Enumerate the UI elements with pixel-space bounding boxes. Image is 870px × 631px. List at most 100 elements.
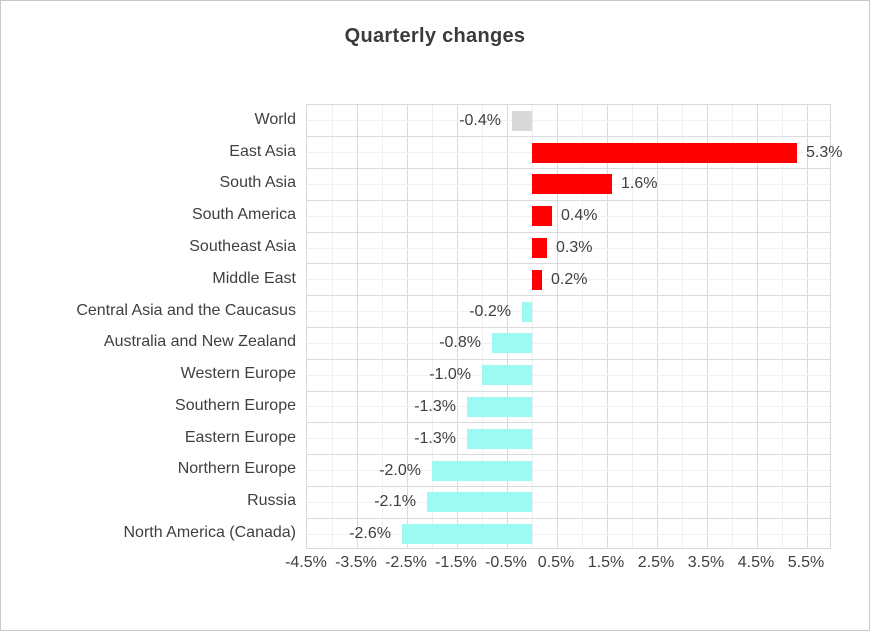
- gridline-horizontal-minor: [307, 279, 830, 281]
- x-tick-label: 3.5%: [687, 554, 725, 571]
- gridline-vertical-minor: [381, 105, 383, 548]
- x-axis: -4.5% -3.5% -2.5% -1.5% -0.5% 0.5% 1.5% 2.5% 3.5…: [1, 554, 869, 578]
- category-label: Central Asia and the Caucasus: [76, 301, 296, 319]
- gridline-vertical-major: [606, 105, 608, 548]
- value-label: -1.3%: [414, 429, 456, 447]
- category-label: South Asia: [219, 174, 297, 192]
- value-label: 0.4%: [561, 207, 598, 225]
- category-label: Middle East: [212, 269, 296, 287]
- x-tick-label: -2.5%: [385, 554, 427, 571]
- x-tick-label: 0.5%: [537, 554, 575, 571]
- gridline-horizontal-minor: [307, 342, 830, 344]
- gridline-vertical-major: [706, 105, 708, 548]
- value-label: -0.2%: [469, 302, 511, 320]
- gridline-horizontal-major: [307, 485, 830, 487]
- gridline-vertical-major: [456, 105, 458, 548]
- bar-middle-east: [532, 269, 542, 290]
- gridline-horizontal-minor: [307, 533, 830, 535]
- x-tick-label: 4.5%: [737, 554, 775, 571]
- gridline-horizontal-minor: [307, 406, 830, 408]
- bar-australia-and-new-zealand: [492, 333, 532, 354]
- gridline-horizontal-major: [307, 199, 830, 201]
- category-label: Russia: [247, 492, 296, 510]
- gridline-horizontal-major: [307, 390, 830, 392]
- gridline-horizontal-major: [307, 295, 830, 297]
- bar-western-europe: [482, 365, 532, 386]
- category-label: Western Europe: [180, 365, 296, 383]
- category-label: Eastern Europe: [184, 428, 296, 446]
- gridline-vertical-minor: [731, 105, 733, 548]
- gridline-vertical-minor: [431, 105, 433, 548]
- gridline-horizontal-major: [307, 136, 830, 138]
- gridline-vertical-major: [556, 105, 558, 548]
- gridline-horizontal-minor: [307, 470, 830, 472]
- gridline-vertical-major: [806, 105, 808, 548]
- bar-northern-europe: [432, 460, 532, 481]
- value-label: 0.2%: [551, 270, 588, 288]
- x-tick-label: -0.5%: [485, 554, 527, 571]
- gridline-horizontal-minor: [307, 438, 830, 440]
- bar-world: [512, 110, 532, 131]
- x-tick-label: 2.5%: [637, 554, 675, 571]
- category-label: World: [254, 110, 297, 128]
- value-label: 0.3%: [556, 239, 593, 257]
- category-label: East Asia: [229, 142, 296, 160]
- category-label: Northern Europe: [177, 460, 296, 478]
- category-label: South America: [191, 206, 296, 224]
- value-label: -1.3%: [414, 397, 456, 415]
- bar-eastern-europe: [467, 428, 532, 449]
- category-label: Southeast Asia: [189, 238, 296, 256]
- bar-south-america: [532, 206, 552, 227]
- bar-southeast-asia: [532, 238, 547, 259]
- category-label: North America (Canada): [123, 524, 296, 542]
- bar-south-asia: [532, 174, 612, 195]
- gridline-horizontal-major: [307, 231, 830, 233]
- value-label: -0.8%: [439, 334, 481, 352]
- category-label: Southern Europe: [175, 396, 296, 414]
- x-tick-label: 1.5%: [587, 554, 625, 571]
- bar-east-asia: [532, 142, 797, 163]
- gridline-vertical-minor: [781, 105, 783, 548]
- value-label: -2.6%: [349, 525, 391, 543]
- gridline-vertical-major: [656, 105, 658, 548]
- gridline-vertical-major: [356, 105, 358, 548]
- gridline-horizontal-major: [307, 454, 830, 456]
- value-label: 5.3%: [806, 143, 843, 161]
- category-label: Australia and New Zealand: [103, 333, 296, 351]
- bar-russia: [427, 492, 532, 513]
- gridline-horizontal-major: [307, 263, 830, 265]
- value-label: -2.1%: [374, 493, 416, 511]
- plot-area: -0.4% 5.3% 1.6% 0.4% 0.3% 0.2% -0.2% -0.8% -1.0%…: [306, 104, 842, 549]
- gridline-horizontal-major: [307, 517, 830, 519]
- gridline-vertical-minor: [481, 105, 483, 548]
- value-label: 1.6%: [621, 175, 658, 193]
- gridline-horizontal-minor: [307, 311, 830, 313]
- gridline-vertical-major: [406, 105, 408, 548]
- bar-north-america-canada-: [402, 524, 532, 545]
- gridline-horizontal-major: [307, 168, 830, 170]
- gridline-vertical-minor: [681, 105, 683, 548]
- x-tick-label: -4.5%: [285, 554, 327, 571]
- bar-southern-europe: [467, 396, 532, 417]
- chart-title: Quarterly changes: [344, 25, 526, 47]
- gridline-horizontal-minor: [307, 120, 830, 122]
- x-tick-label: -3.5%: [335, 554, 377, 571]
- gridline-vertical-minor: [531, 105, 533, 548]
- bar-central-asia-and-the-caucasus: [522, 301, 532, 322]
- gridline-horizontal-minor: [307, 215, 830, 217]
- gridline-horizontal-minor: [307, 247, 830, 249]
- gridline-horizontal-major: [307, 358, 830, 360]
- x-tick-label: -1.5%: [435, 554, 477, 571]
- gridline-horizontal-major: [307, 422, 830, 424]
- gridline-vertical-major: [756, 105, 758, 548]
- gridline-horizontal-major: [307, 327, 830, 328]
- value-label: -1.0%: [429, 366, 471, 384]
- value-label: -2.0%: [379, 461, 421, 479]
- gridline-vertical-minor: [581, 105, 583, 548]
- gridline-horizontal-minor: [307, 374, 830, 376]
- gridline-horizontal-minor: [307, 501, 830, 503]
- gridline-vertical-minor: [631, 105, 633, 548]
- category-axis: World East Asia South Asia South America Sou…: [1, 104, 296, 549]
- gridline-vertical-major: [506, 105, 508, 548]
